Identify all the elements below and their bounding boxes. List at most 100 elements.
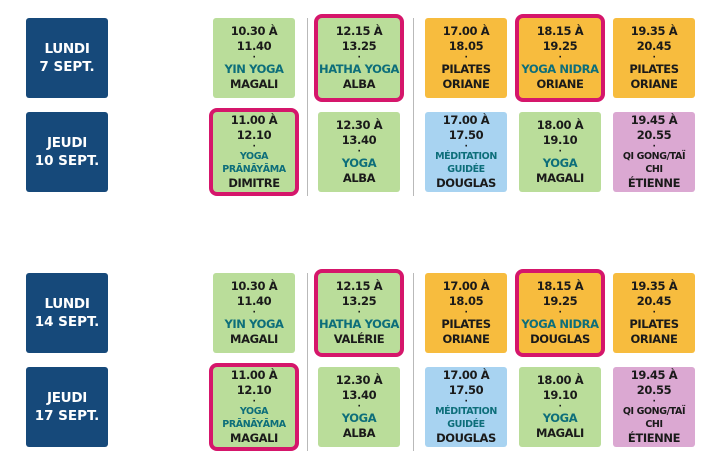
class-activity: YIN YOGA xyxy=(224,317,284,332)
separator-dot: · xyxy=(357,401,361,412)
separator-dot: · xyxy=(464,142,468,153)
day-name: JEUDI xyxy=(47,134,87,151)
class-time: 12.15 À 13.25 xyxy=(335,24,383,54)
class-teacher: DOUGLAS xyxy=(436,175,496,190)
class-teacher: ORIANE xyxy=(536,76,584,91)
class-time: 10.30 À 11.40 xyxy=(230,24,278,54)
separator-dot: · xyxy=(252,397,256,408)
class-teacher: ALBA xyxy=(342,76,376,91)
class-time: 17.00 À 18.05 xyxy=(442,24,490,54)
class-card[interactable]: 17.00 À 18.05 · PILATES ORIANE xyxy=(425,273,507,353)
class-teacher: MAGALI xyxy=(230,430,278,445)
separator-dot: · xyxy=(252,52,256,63)
separator-dot: · xyxy=(652,397,656,408)
class-time: 19.45 À 20.55 xyxy=(630,368,678,398)
class-time: 19.45 À 20.55 xyxy=(630,113,678,143)
day-name: LUNDI xyxy=(44,295,90,312)
class-card[interactable]: 18.00 À 19.10 · YOGA MAGALI xyxy=(519,112,601,192)
separator-dot: · xyxy=(558,52,562,63)
class-time: 12.30 À 13.40 xyxy=(335,373,383,403)
class-time: 17.00 À 17.50 xyxy=(442,368,490,398)
class-activity: YOGA xyxy=(542,156,578,171)
separator-dot: · xyxy=(252,142,256,153)
day-date: 7 SEPT. xyxy=(39,59,95,75)
class-activity: QI GONG/TAÏ CHI xyxy=(622,151,686,175)
class-activity: YOGA xyxy=(542,411,578,426)
class-activity: MÉDITATION GUIDÉE xyxy=(435,406,497,430)
class-teacher: ORIANE xyxy=(442,331,490,346)
class-card[interactable]: 17.00 À 17.50 · MÉDITATION GUIDÉE DOUGLAS xyxy=(425,112,507,192)
class-time: 18.15 À 19.25 xyxy=(536,24,584,54)
class-time: 19.35 À 20.45 xyxy=(630,279,678,309)
class-card[interactable]: 19.45 À 20.55 · QI GONG/TAÏ CHI ÉTIENNE xyxy=(613,367,695,447)
class-teacher: VALÉRIE xyxy=(333,331,385,346)
class-card[interactable]: 17.00 À 18.05 · PILATES ORIANE xyxy=(425,18,507,98)
class-activity: QI GONG/TAÏ CHI xyxy=(622,406,686,430)
class-time: 18.00 À 19.10 xyxy=(536,118,584,148)
class-card[interactable]: 12.30 À 13.40 · YOGA ALBA xyxy=(318,112,400,192)
class-card[interactable]: 17.00 À 17.50 · MÉDITATION GUIDÉE DOUGLAS xyxy=(425,367,507,447)
separator-dot: · xyxy=(652,142,656,153)
day-label: JEUDI 17 SEPT. xyxy=(26,367,108,447)
class-card[interactable]: 10.30 À 11.40 · YIN YOGA MAGALI xyxy=(213,18,295,98)
class-teacher: DOUGLAS xyxy=(436,430,496,445)
class-card[interactable]: 10.30 À 11.40 · YIN YOGA MAGALI xyxy=(213,273,295,353)
class-activity: PILATES xyxy=(441,317,491,332)
class-teacher: MAGALI xyxy=(230,76,278,91)
class-teacher: MAGALI xyxy=(230,331,278,346)
class-activity: YOGA NIDRA xyxy=(521,62,599,77)
separator-dot: · xyxy=(464,52,468,63)
class-time: 17.00 À 17.50 xyxy=(442,113,490,143)
class-time: 10.30 À 11.40 xyxy=(230,279,278,309)
class-activity: HATHA YOGA xyxy=(318,62,400,77)
day-label: JEUDI 10 SEPT. xyxy=(26,112,108,192)
class-time: 18.00 À 19.10 xyxy=(536,373,584,403)
class-teacher: ALBA xyxy=(342,425,376,440)
class-card[interactable]: 11.00 À 12.10 · YOGA PRĀNĀYĀMA DIMITRE xyxy=(213,112,295,192)
class-activity: YOGA xyxy=(341,156,377,171)
class-teacher: ORIANE xyxy=(630,331,678,346)
column-divider xyxy=(307,18,308,196)
day-label: LUNDI 14 SEPT. xyxy=(26,273,108,353)
class-teacher: ORIANE xyxy=(630,76,678,91)
class-card[interactable]: 19.35 À 20.45 · PILATES ORIANE xyxy=(613,273,695,353)
class-teacher: MAGALI xyxy=(536,425,584,440)
day-name: JEUDI xyxy=(47,389,87,406)
class-card[interactable]: 12.15 À 13.25 · HATHA YOGA VALÉRIE xyxy=(318,273,400,353)
column-divider xyxy=(307,273,308,451)
class-teacher: ORIANE xyxy=(442,76,490,91)
class-time: 12.30 À 13.40 xyxy=(335,118,383,148)
day-date: 10 SEPT. xyxy=(34,153,100,169)
class-card[interactable]: 19.45 À 20.55 · QI GONG/TAÏ CHI ÉTIENNE xyxy=(613,112,695,192)
class-card[interactable]: 12.15 À 13.25 · HATHA YOGA ALBA xyxy=(318,18,400,98)
class-card[interactable]: 12.30 À 13.40 · YOGA ALBA xyxy=(318,367,400,447)
class-time: 18.15 À 19.25 xyxy=(536,279,584,309)
class-card[interactable]: 18.00 À 19.10 · YOGA MAGALI xyxy=(519,367,601,447)
class-activity: YOGA xyxy=(341,411,377,426)
class-teacher: ÉTIENNE xyxy=(627,175,681,190)
class-time: 19.35 À 20.45 xyxy=(630,24,678,54)
day-name: LUNDI xyxy=(44,40,90,57)
class-time: 11.00 À 12.10 xyxy=(230,113,278,143)
separator-dot: · xyxy=(357,52,361,63)
class-teacher: DIMITRE xyxy=(228,175,280,190)
separator-dot: · xyxy=(357,307,361,318)
separator-dot: · xyxy=(464,397,468,408)
class-card[interactable]: 18.15 À 19.25 · YOGA NIDRA DOUGLAS xyxy=(519,273,601,353)
class-activity: PILATES xyxy=(441,62,491,77)
class-card[interactable]: 11.00 À 12.10 · YOGA PRĀNĀYĀMA MAGALI xyxy=(213,367,295,447)
class-card[interactable]: 19.35 À 20.45 · PILATES ORIANE xyxy=(613,18,695,98)
class-activity: YOGA PRĀNĀYĀMA xyxy=(222,151,286,175)
column-divider xyxy=(413,18,414,196)
separator-dot: · xyxy=(558,401,562,412)
class-time: 11.00 À 12.10 xyxy=(230,368,278,398)
separator-dot: · xyxy=(464,307,468,318)
class-activity: PILATES xyxy=(629,317,679,332)
class-activity: HATHA YOGA xyxy=(318,317,400,332)
class-teacher: DOUGLAS xyxy=(530,331,590,346)
class-card[interactable]: 18.15 À 19.25 · YOGA NIDRA ORIANE xyxy=(519,18,601,98)
day-date: 17 SEPT. xyxy=(34,408,100,424)
class-activity: MÉDITATION GUIDÉE xyxy=(435,151,497,175)
class-activity: PILATES xyxy=(629,62,679,77)
class-teacher: MAGALI xyxy=(536,170,584,185)
